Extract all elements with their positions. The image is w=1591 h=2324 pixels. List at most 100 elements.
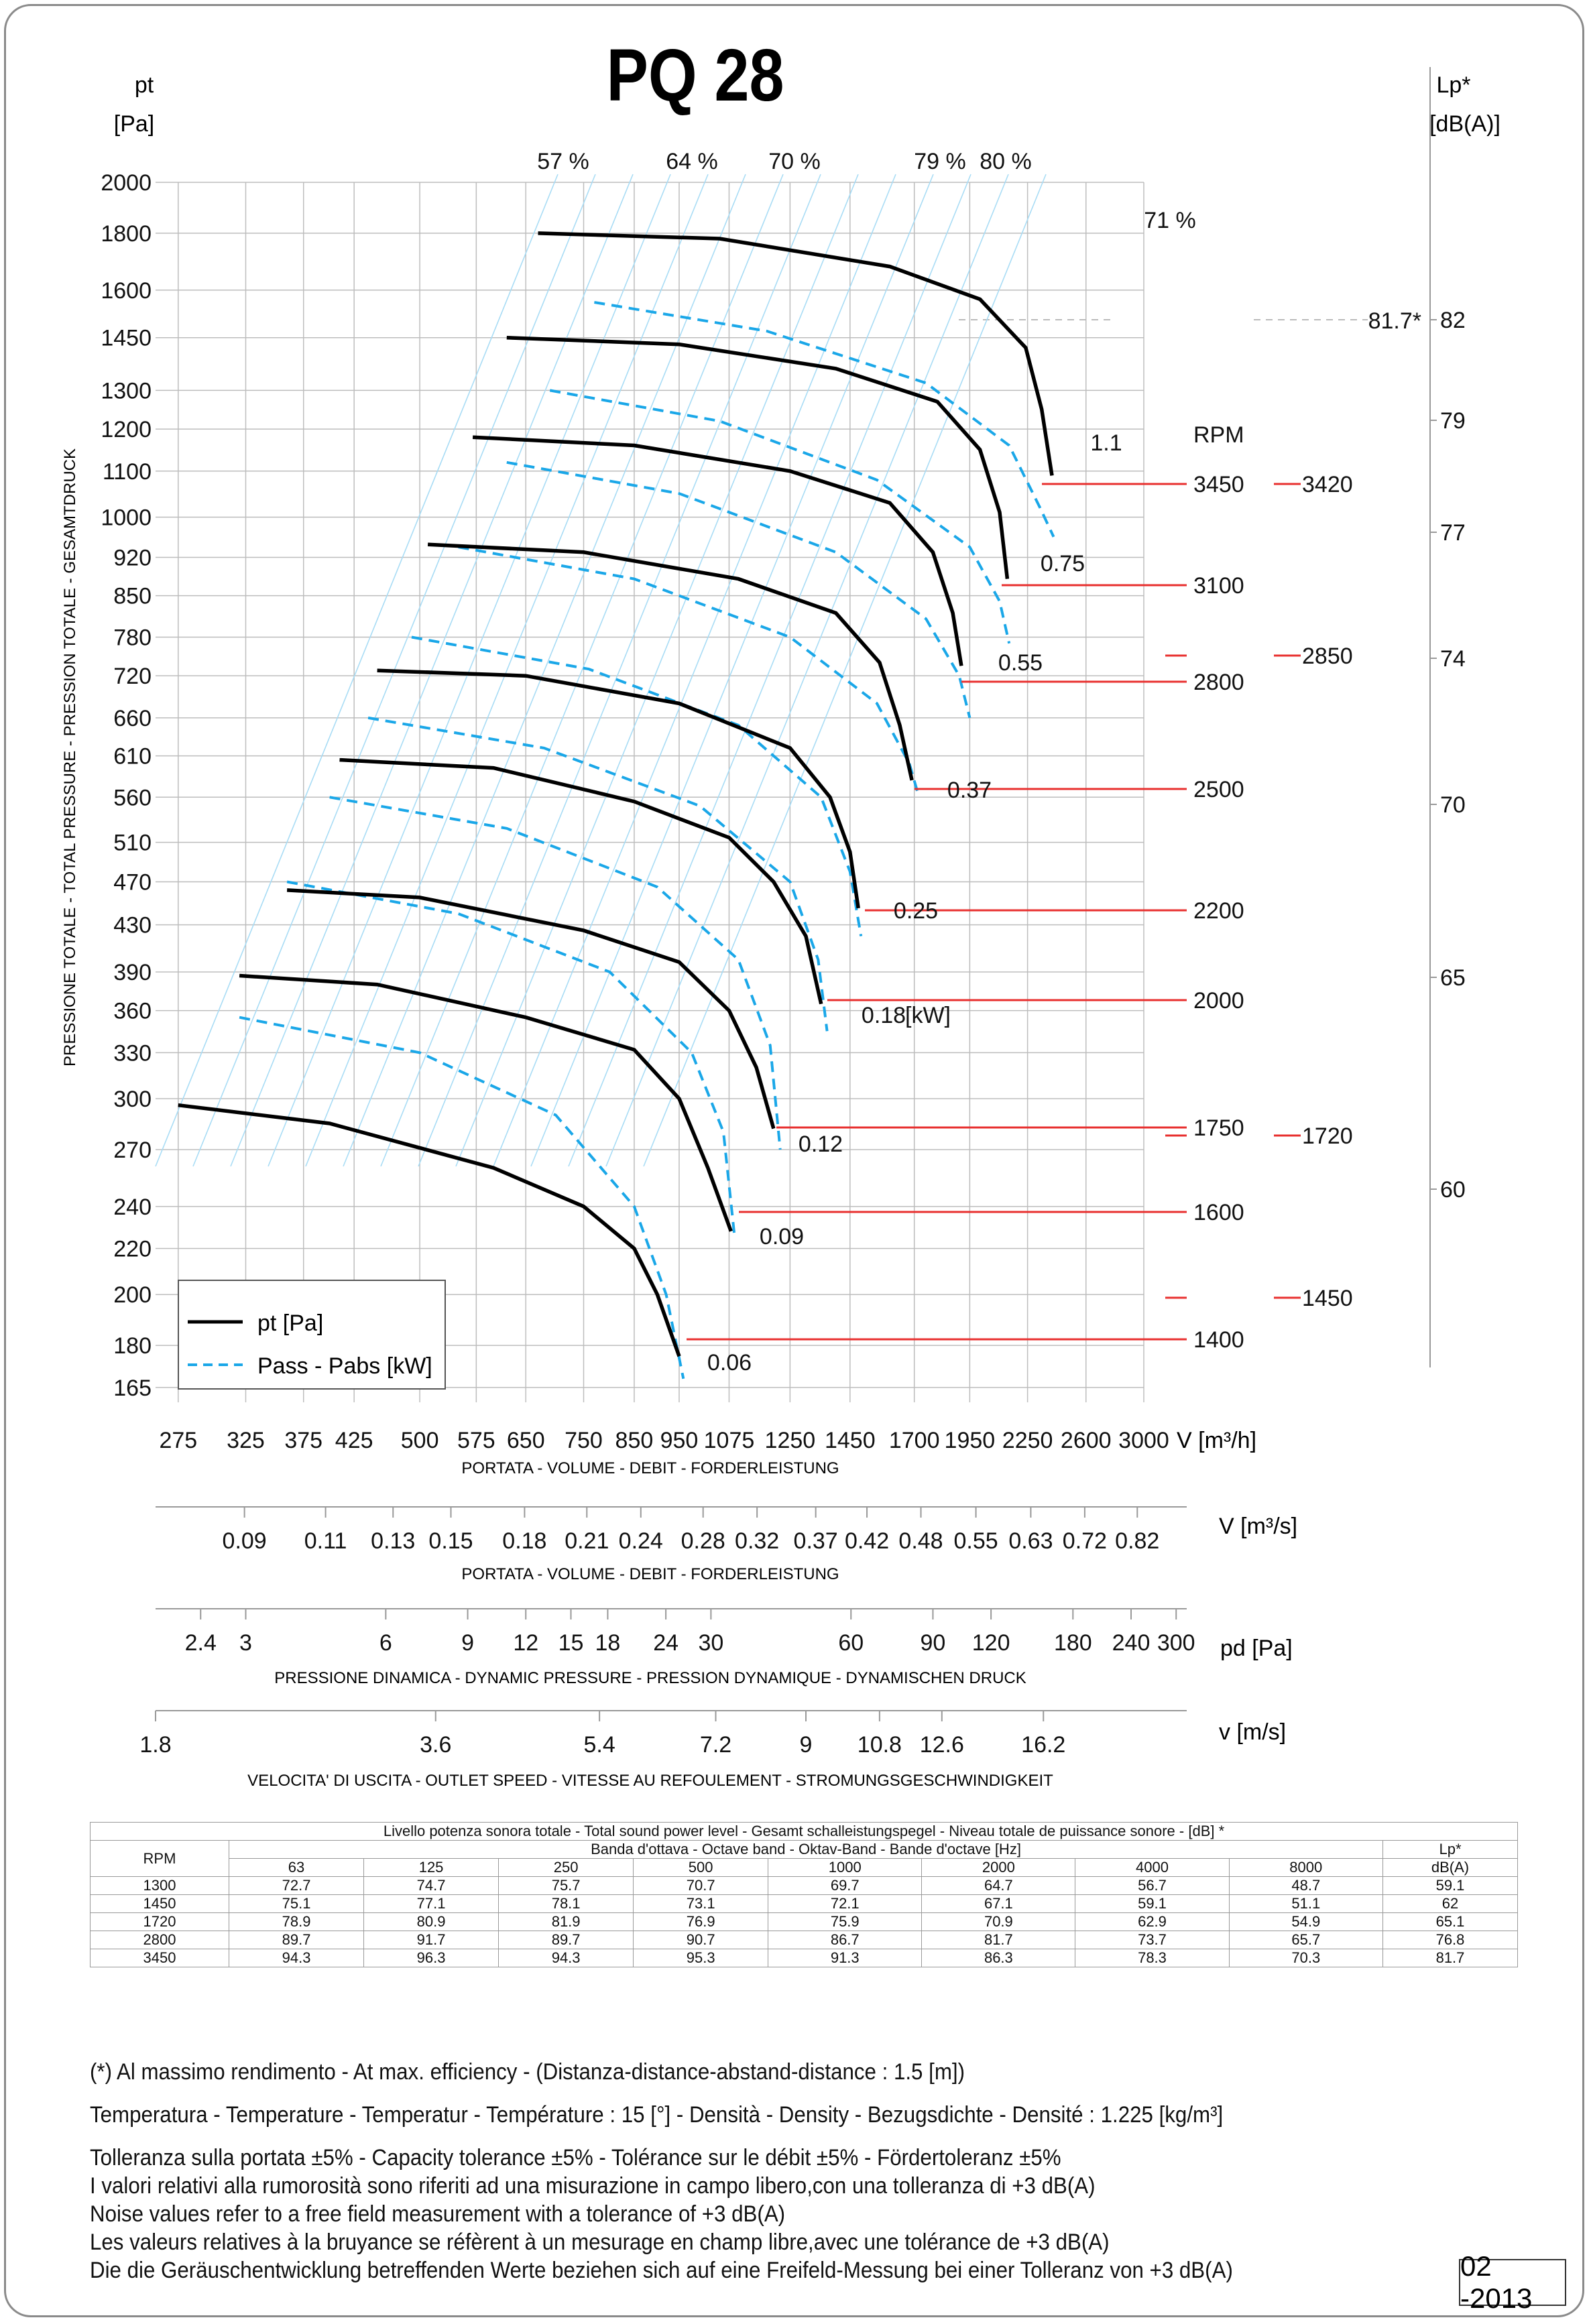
lp-tick-label: 65 (1440, 965, 1466, 991)
x-axis-3-tick-label: 12 (513, 1630, 538, 1656)
y-tick-label: 165 (113, 1375, 152, 1401)
x-axis-3-tick-label: 120 (972, 1630, 1010, 1656)
table-cell: 75.9 (768, 1912, 923, 1931)
y-tick-label: 270 (113, 1138, 152, 1163)
y-tick-label: 1200 (101, 417, 152, 442)
table-cell: 86.3 (921, 1949, 1076, 1967)
efficiency-label: 79 % (914, 149, 966, 174)
x-axis-4-tick-label: 16.2 (1021, 1732, 1065, 1758)
lp-tick-label: 79 (1440, 408, 1466, 434)
power-curve-0.12 (329, 796, 782, 1150)
table-cell: 80.9 (363, 1912, 499, 1931)
efficiency-line (568, 174, 971, 1167)
x-axis-3-tick-label: 9 (461, 1630, 474, 1656)
table-cell: 56.7 (1075, 1876, 1230, 1895)
efficiency-line (530, 174, 934, 1167)
table-cell: 70.7 (633, 1876, 769, 1895)
x-axis-2-tick-label: 0.09 (223, 1528, 267, 1554)
note-tolerance: Tolleranza sulla portata ±5% - Capacity … (90, 2145, 1061, 2170)
y-tick-label: 240 (113, 1195, 152, 1220)
x-axis-4-tick-label: 1.8 (139, 1732, 171, 1758)
power-label-0.55: 0.55 (998, 650, 1043, 676)
table-cell: 89.7 (228, 1931, 365, 1949)
x-axis-2-tick-label: 0.72 (1063, 1528, 1107, 1554)
table-row: 1720 78.9 80.9 81.9 76.9 75.9 70.9 62.9 54.9 65.1 (90, 1912, 1518, 1931)
table-cell: 67.1 (921, 1894, 1076, 1913)
table-cell: 86.7 (768, 1931, 923, 1949)
x-axis-2-tick-label: 0.55 (953, 1528, 998, 1554)
efficiency-line (268, 174, 671, 1167)
y-tick-label: 510 (113, 831, 152, 856)
x-axis-3-tick-label: 15 (558, 1630, 584, 1656)
rpm-right-label-3420: 3420 (1302, 472, 1353, 497)
pressure-curve-2200 (377, 668, 860, 909)
table-cell: 94.3 (498, 1949, 634, 1967)
legend-label-pt: pt [Pa] (257, 1310, 323, 1336)
table-cell: 91.7 (363, 1931, 499, 1949)
legend-label-power: Pass - Pabs [kW] (257, 1353, 432, 1379)
x-axis-1-caption: PORTATA - VOLUME - DEBIT - FORDERLEISTUN… (461, 1459, 839, 1477)
efficiency-line (155, 174, 558, 1167)
x-axis-2-tick-label: 0.32 (735, 1528, 779, 1554)
x-axis-3-tick-label: 24 (653, 1630, 679, 1656)
y-tick-label: 360 (113, 999, 152, 1024)
note-temperature: Temperatura - Temperature - Temperatur -… (90, 2102, 1224, 2128)
x-axis-3-caption: PRESSIONE DINAMICA - DYNAMIC PRESSURE - … (274, 1669, 1026, 1687)
x-axis-3-tick-label: 6 (379, 1630, 392, 1656)
table-cell: 94.3 (228, 1949, 365, 1967)
rpm-right-label-2850: 2850 (1302, 644, 1353, 669)
x-tick-label: 500 (401, 1428, 439, 1453)
power-label-0.09: 0.09 (760, 1224, 804, 1249)
band-63: 63 (228, 1858, 365, 1877)
date-stamp: 02 -2013 (1459, 2250, 1566, 2314)
note-noise-fr: Les valeurs relatives à la bruyance se r… (90, 2229, 1110, 2255)
table-cell: 62 (1382, 1894, 1518, 1913)
rpm-label-2000: 2000 (1193, 988, 1244, 1014)
left-axis-label-2: [Pa] (114, 111, 154, 137)
pressure-curve-1600 (239, 973, 733, 1232)
x-axis-2-tick-label: 0.48 (898, 1528, 943, 1554)
table-cell: 89.7 (498, 1931, 634, 1949)
x-axis-2-tick-label: 0.82 (1115, 1528, 1159, 1554)
band-125: 125 (363, 1858, 499, 1877)
efficiency-label: 57 % (537, 149, 589, 174)
x-axis-3-tick-label: 3 (239, 1630, 252, 1656)
pressure-curve-3100 (506, 335, 1010, 579)
efficiency-line (643, 174, 1047, 1167)
lp-tick-label: 70 (1440, 792, 1466, 818)
efficiency-line (305, 174, 709, 1167)
pressure-curve-2800 (472, 435, 963, 666)
x-axis-2-tick-label: 0.28 (681, 1528, 725, 1554)
x-axis-4-tick-label: 7.2 (700, 1732, 731, 1758)
x-tick-label: 1700 (889, 1428, 940, 1453)
y-tick-label: 470 (113, 870, 152, 896)
x-tick-label: 650 (507, 1428, 545, 1453)
x-axis-2-tick-label: 0.37 (794, 1528, 838, 1554)
table-cell: 75.7 (498, 1876, 634, 1895)
power-label-0.37: 0.37 (947, 778, 992, 803)
y-tick-label: 560 (113, 785, 152, 810)
x-axis-4-tick-label: 12.6 (920, 1732, 964, 1758)
x-axis-4-tick-label: 3.6 (420, 1732, 451, 1758)
table-cell: 77.1 (363, 1894, 499, 1913)
table-cell: 76.9 (633, 1912, 769, 1931)
x-axis-2-tick-label: 0.18 (502, 1528, 546, 1554)
x-tick-label: 950 (660, 1428, 699, 1453)
power-label-0.06: 0.06 (707, 1350, 752, 1375)
efficiency-lines (155, 174, 1047, 1167)
band-250: 250 (498, 1858, 634, 1877)
efficiency-label: 80 % (980, 149, 1032, 174)
x-axis-3-tick-label: 90 (921, 1630, 946, 1656)
sound-power-table: Livello potenza sonora totale - Total so… (90, 1822, 1518, 1967)
table-cell: 1720 (90, 1912, 229, 1931)
x-axis-4-tick-label: 5.4 (583, 1732, 615, 1758)
table-cell: 81.7 (921, 1931, 1076, 1949)
legend: pt [Pa] Pass - Pabs [kW] (178, 1280, 446, 1390)
x-axis-4-unit: v [m/s] (1219, 1719, 1286, 1745)
x-axis-3-tick-label: 18 (595, 1630, 621, 1656)
table-cell: 90.7 (633, 1931, 769, 1949)
rpm-right-label-1720: 1720 (1302, 1123, 1353, 1149)
sound-table-lp-header-1: Lp* (1382, 1840, 1518, 1859)
table-cell: 78.3 (1075, 1949, 1230, 1967)
x-tick-label: 375 (284, 1428, 322, 1453)
